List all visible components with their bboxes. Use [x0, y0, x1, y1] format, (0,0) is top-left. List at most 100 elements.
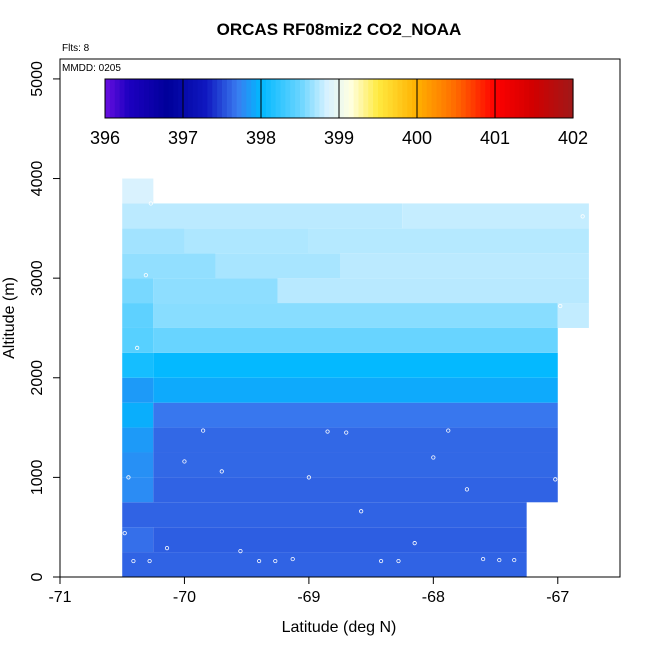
heatmap-cell-11-0: [122, 278, 154, 304]
sample-point-13: [325, 429, 330, 434]
colorbar-swatch-8: [144, 79, 150, 118]
flights-annotation: Flts: 8: [62, 43, 90, 54]
sample-point-19: [431, 455, 436, 460]
heatmap-cell-1-1: [153, 527, 527, 553]
colorbar-swatch-32: [261, 79, 267, 118]
heatmap-cell-14-1: [402, 203, 589, 229]
x-axis: -71 -70 -69 -68 -67: [48, 576, 569, 606]
colorbar-swatch-73: [460, 79, 467, 118]
colorbar-swatch-48: [339, 79, 345, 118]
colorbar-swatch-94: [563, 79, 569, 118]
heatmap-cell-12-0: [122, 253, 216, 279]
colorbar-swatch-29: [246, 79, 252, 118]
colorbar-swatch-15: [178, 79, 184, 118]
colorbar-swatch-61: [402, 79, 408, 118]
heatmap-cell-8-0: [122, 352, 154, 378]
heatmap-cell-5-0: [122, 427, 154, 453]
colorbar-swatch-81: [499, 79, 506, 118]
colorbar-swatch-83: [509, 79, 516, 118]
colorbar-swatch-67: [431, 79, 438, 118]
colorbar-swatch-45: [324, 79, 330, 118]
colorbar-swatch-72: [456, 79, 462, 118]
colorbar-swatch-22: [212, 79, 218, 118]
colorbar-swatch-63: [412, 79, 418, 118]
sample-point-17: [396, 558, 401, 564]
colorbar-swatch-25: [226, 79, 233, 118]
colorbar-swatch-27: [236, 79, 243, 118]
colorbar-swatch-55: [373, 79, 379, 118]
heatmap-cell-11-2: [277, 278, 589, 304]
x-tick-label-2: -69: [297, 589, 320, 606]
heatmap-cell-4-0: [122, 452, 154, 478]
heatmap-cell-11-1: [153, 278, 278, 304]
colorbar-tick-label-1: 397: [168, 128, 198, 148]
colorbar-swatch-65: [421, 79, 428, 118]
colorbar-swatch-52: [358, 79, 364, 118]
colorbar-swatch-9: [148, 79, 155, 118]
sample-point-25: [553, 477, 558, 482]
colorbar-swatch-6: [134, 79, 140, 118]
colorbar-swatch-92: [553, 79, 559, 118]
sample-point-10: [219, 469, 224, 474]
y-tick-label-2: 2000: [29, 360, 46, 396]
colorbar-swatch-88: [534, 79, 540, 118]
colorbar-swatch-20: [202, 79, 208, 118]
sample-point-20: [446, 428, 451, 433]
colorbar-swatch-68: [436, 79, 442, 118]
heatmap-cell-12-2: [340, 253, 589, 279]
heatmap-cell-1-0: [122, 527, 154, 553]
colorbar-swatch-89: [538, 79, 545, 118]
colorbar-swatch-34: [270, 79, 277, 118]
colorbar-swatch-11: [158, 79, 165, 118]
colorbar-tick-label-6: 402: [558, 128, 588, 148]
colorbar-swatch-47: [334, 79, 340, 118]
heatmap-cell-10-2: [557, 303, 589, 328]
colorbar-swatch-10: [153, 79, 160, 118]
colorbar-swatch-19: [197, 79, 204, 118]
colorbar-swatch-14: [173, 79, 179, 118]
colorbar-swatch-87: [529, 79, 535, 118]
colorbar-swatch-12: [163, 79, 169, 118]
colorbar-swatch-35: [275, 79, 282, 118]
heatmap-cell-9-1: [153, 327, 558, 353]
heatmap-cell-13-0: [122, 228, 185, 254]
x-tick-label-3: -68: [422, 589, 445, 606]
colorbar-swatch-80: [495, 79, 501, 118]
sample-point-1: [131, 558, 136, 564]
colorbar-swatch-86: [524, 79, 530, 118]
colorbar-tick-label-2: 398: [246, 128, 276, 148]
heatmap-cell-4-1: [153, 452, 558, 478]
heatmap-cell-6-0: [122, 402, 154, 428]
x-tick-label-0: -71: [48, 589, 71, 606]
y-tick-label-5: 5000: [29, 61, 46, 97]
colorbar-swatch-18: [192, 79, 199, 118]
y-tick-label-1: 1000: [29, 459, 46, 495]
x-tick-label-4: -67: [546, 589, 569, 606]
sample-point-7: [290, 556, 295, 562]
sample-point-3: [164, 546, 170, 551]
sample-point-4: [238, 548, 243, 554]
colorbar-swatch-64: [417, 79, 423, 118]
heatmap-cell-15-0: [122, 178, 154, 204]
colorbar-swatch-66: [426, 79, 433, 118]
colorbar-swatch-76: [475, 79, 481, 118]
heatmap-cell-6-1: [153, 402, 558, 428]
colorbar-swatch-30: [251, 79, 257, 118]
colorbar-swatch-38: [290, 79, 296, 118]
colorbar-swatch-51: [353, 79, 360, 118]
heatmap-cell-7-1: [153, 377, 558, 403]
heatmap-cell-9-0: [122, 327, 154, 353]
colorbar-swatch-24: [222, 79, 228, 118]
heatmap-cell-3-0: [122, 477, 154, 503]
mmdd-annotation: MMDD: 0205: [62, 63, 121, 74]
heatmap-cell-5-1: [153, 427, 558, 453]
colorbar-swatch-33: [265, 79, 272, 118]
colorbar-swatch-40: [300, 79, 306, 118]
sample-point-9: [182, 459, 187, 464]
x-tick-label-1: -70: [173, 589, 196, 606]
sample-point-22: [481, 556, 486, 562]
x-axis-label: Latitude (deg N): [282, 619, 397, 636]
sample-point-12: [201, 428, 206, 433]
sample-point-30: [143, 273, 148, 278]
colorbar-swatch-39: [295, 79, 301, 118]
